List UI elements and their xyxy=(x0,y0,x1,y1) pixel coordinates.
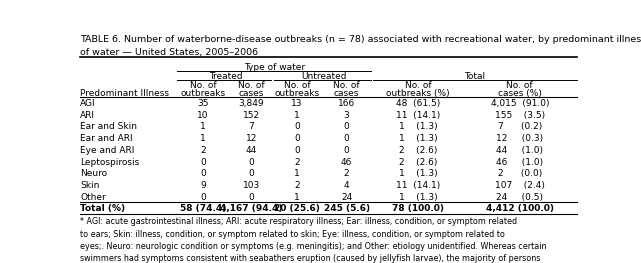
Text: Total: Total xyxy=(465,72,486,81)
Text: Other: Other xyxy=(80,193,106,202)
Text: 11  (14.1): 11 (14.1) xyxy=(395,110,440,120)
Text: Skin: Skin xyxy=(80,181,99,190)
Text: 152: 152 xyxy=(243,110,260,120)
Text: 3: 3 xyxy=(344,110,349,120)
Text: 20 (25.6): 20 (25.6) xyxy=(274,204,320,213)
Text: 0: 0 xyxy=(249,158,254,166)
Text: 245 (5.6): 245 (5.6) xyxy=(324,204,370,213)
Text: Ear and ARI: Ear and ARI xyxy=(80,134,133,143)
Text: 0: 0 xyxy=(344,122,349,131)
Text: 0: 0 xyxy=(344,134,349,143)
Text: 7: 7 xyxy=(249,122,254,131)
Text: 35: 35 xyxy=(197,99,209,108)
Text: cases (%): cases (%) xyxy=(498,89,542,98)
Text: 0: 0 xyxy=(294,122,300,131)
Text: 0: 0 xyxy=(200,169,206,178)
Text: 1    (1.3): 1 (1.3) xyxy=(399,122,437,131)
Text: 1: 1 xyxy=(294,169,300,178)
Text: 44: 44 xyxy=(246,146,257,155)
Text: Eye and ARI: Eye and ARI xyxy=(80,146,135,155)
Text: 0: 0 xyxy=(294,146,300,155)
Text: 2: 2 xyxy=(200,146,206,155)
Text: 24     (0.5): 24 (0.5) xyxy=(496,193,544,202)
Text: 2    (2.6): 2 (2.6) xyxy=(399,146,437,155)
Text: 1    (1.3): 1 (1.3) xyxy=(399,193,437,202)
Text: 46     (1.0): 46 (1.0) xyxy=(496,158,544,166)
Text: of water — United States, 2005–2006: of water — United States, 2005–2006 xyxy=(80,48,258,57)
Text: AGI: AGI xyxy=(80,99,96,108)
Text: 11  (14.1): 11 (14.1) xyxy=(395,181,440,190)
Text: Total (%): Total (%) xyxy=(80,204,125,213)
Text: 0: 0 xyxy=(200,193,206,202)
Text: * AGI: acute gastrointestinal illness; ARI: acute respiratory illness; Ear: illn: * AGI: acute gastrointestinal illness; A… xyxy=(80,218,517,226)
Text: 13: 13 xyxy=(291,99,303,108)
Text: No. of: No. of xyxy=(333,80,360,90)
Text: 155    (3.5): 155 (3.5) xyxy=(495,110,545,120)
Text: 1: 1 xyxy=(200,134,206,143)
Text: No. of: No. of xyxy=(506,80,533,90)
Text: 1: 1 xyxy=(294,110,300,120)
Text: 12: 12 xyxy=(246,134,257,143)
Text: Neuro: Neuro xyxy=(80,169,107,178)
Text: outbreaks (%): outbreaks (%) xyxy=(386,89,450,98)
Text: 58 (74.4): 58 (74.4) xyxy=(180,204,226,213)
Text: 24: 24 xyxy=(341,193,353,202)
Text: Predominant Illness: Predominant Illness xyxy=(80,89,169,98)
Text: 103: 103 xyxy=(243,181,260,190)
Text: 7      (0.2): 7 (0.2) xyxy=(497,122,542,131)
Text: 3,849: 3,849 xyxy=(238,99,264,108)
Text: ARI: ARI xyxy=(80,110,95,120)
Text: 0: 0 xyxy=(344,146,349,155)
Text: 2: 2 xyxy=(294,181,300,190)
Text: 4,015  (91.0): 4,015 (91.0) xyxy=(490,99,549,108)
Text: 107    (2.4): 107 (2.4) xyxy=(495,181,545,190)
Text: 166: 166 xyxy=(338,99,355,108)
Text: cases: cases xyxy=(334,89,360,98)
Text: 0: 0 xyxy=(249,169,254,178)
Text: swimmers had symptoms consistent with seabathers eruption (caused by jellyfish l: swimmers had symptoms consistent with se… xyxy=(80,254,540,263)
Text: 9: 9 xyxy=(200,181,206,190)
Text: eyes;. Neuro: neurologic condition or symptoms (e.g. meningitis); and Other: eti: eyes;. Neuro: neurologic condition or sy… xyxy=(80,242,547,251)
Text: 4: 4 xyxy=(344,181,349,190)
Text: No. of: No. of xyxy=(284,80,310,90)
Text: 78 (100.0): 78 (100.0) xyxy=(392,204,444,213)
Text: outbreaks: outbreaks xyxy=(181,89,226,98)
Text: 4,412 (100.0): 4,412 (100.0) xyxy=(486,204,554,213)
Text: Treated: Treated xyxy=(208,72,242,81)
Text: to ears; Skin: illness, condition, or symptom related to skin; Eye: illness, con: to ears; Skin: illness, condition, or sy… xyxy=(80,230,505,239)
Text: Ear and Skin: Ear and Skin xyxy=(80,122,137,131)
Text: 48  (61.5): 48 (61.5) xyxy=(395,99,440,108)
Text: outbreaks: outbreaks xyxy=(274,89,319,98)
Text: 0: 0 xyxy=(200,158,206,166)
Text: cases: cases xyxy=(239,89,264,98)
Text: 4,167 (94.4): 4,167 (94.4) xyxy=(221,204,283,213)
Text: 2: 2 xyxy=(294,158,300,166)
Text: 2    (2.6): 2 (2.6) xyxy=(399,158,437,166)
Text: 2      (0.0): 2 (0.0) xyxy=(497,169,542,178)
Text: 12     (0.3): 12 (0.3) xyxy=(496,134,544,143)
Text: No. of: No. of xyxy=(404,80,431,90)
Text: 1: 1 xyxy=(200,122,206,131)
Text: Leptospirosis: Leptospirosis xyxy=(80,158,139,166)
Text: 1    (1.3): 1 (1.3) xyxy=(399,134,437,143)
Text: TABLE 6. Number of waterborne-disease outbreaks (n = 78) associated with recreat: TABLE 6. Number of waterborne-disease ou… xyxy=(80,35,641,44)
Text: No. of: No. of xyxy=(190,80,217,90)
Text: 10: 10 xyxy=(197,110,209,120)
Text: 1: 1 xyxy=(294,193,300,202)
Text: 0: 0 xyxy=(249,193,254,202)
Text: Untreated: Untreated xyxy=(301,72,346,81)
Text: 44     (1.0): 44 (1.0) xyxy=(496,146,544,155)
Text: 0: 0 xyxy=(294,134,300,143)
Text: Type of water: Type of water xyxy=(245,63,306,72)
Text: 46: 46 xyxy=(341,158,353,166)
Text: 1    (1.3): 1 (1.3) xyxy=(399,169,437,178)
Text: No. of: No. of xyxy=(238,80,265,90)
Text: 2: 2 xyxy=(344,169,349,178)
